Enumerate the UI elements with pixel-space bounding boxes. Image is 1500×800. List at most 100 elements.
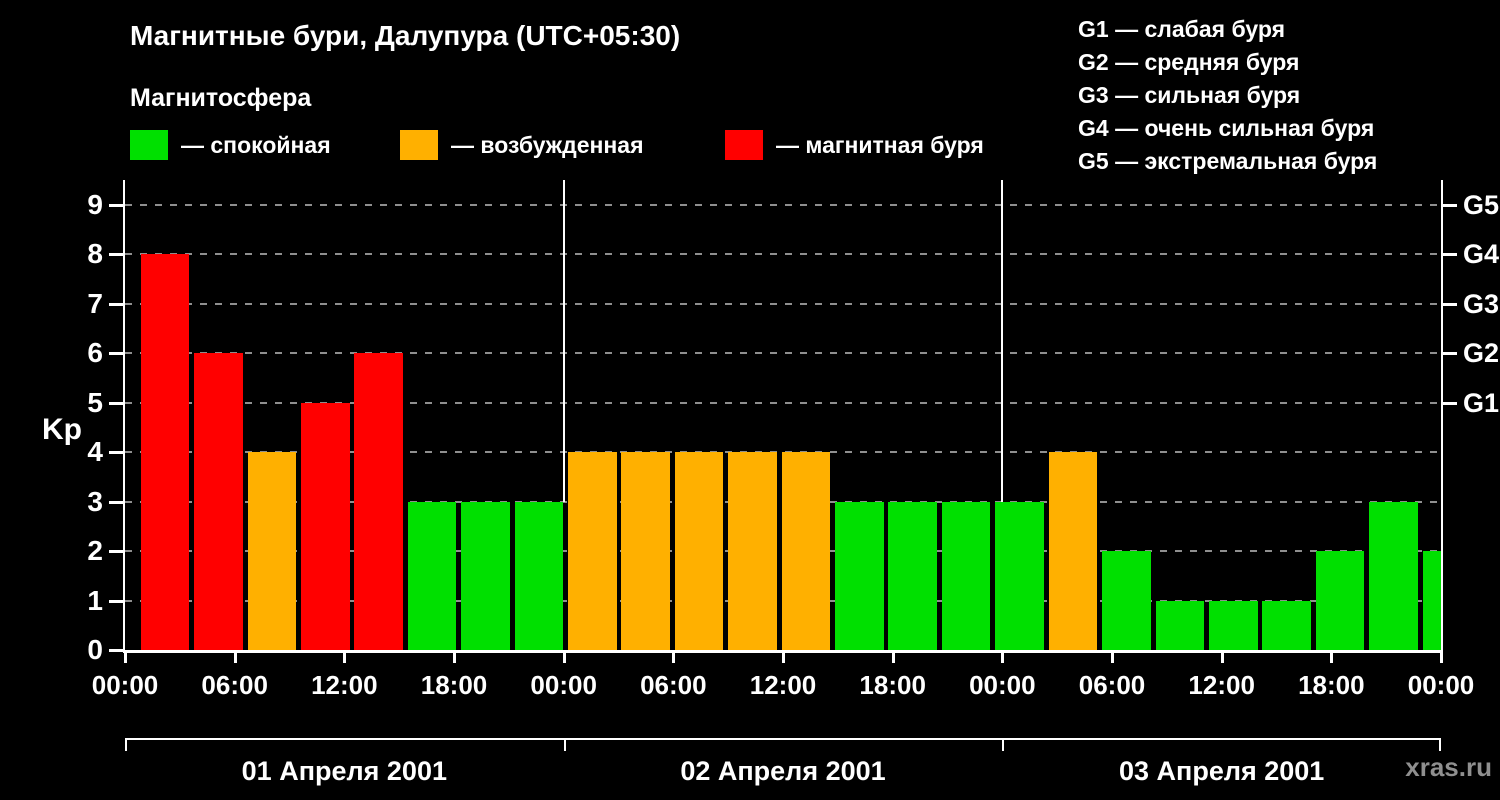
gridline-kp-7: [125, 302, 1441, 305]
kp-bar-22: [1315, 551, 1365, 650]
storm-scale-item-g1: G1 — слабая буря: [1078, 16, 1286, 42]
date-label-1: 02 Апреля 2001: [680, 756, 886, 786]
right-axis-label-G5: G5: [1463, 189, 1500, 220]
storm-color-swatch: [725, 130, 763, 160]
date-label-2: 03 Апреля 2001: [1118, 756, 1325, 786]
day-boundary-line-1: [562, 180, 565, 502]
kp-bar-7: [514, 501, 564, 650]
quiet-color-swatch: [130, 130, 168, 160]
kp-bar-14: [888, 501, 938, 650]
hour-tick-label-5: 06:00: [640, 670, 707, 700]
legend-label-quiet: — спокойная: [181, 131, 331, 158]
hour-tick-5: [672, 650, 676, 663]
hour-tick-label-2: 12:00: [311, 670, 378, 700]
kp-bar-2: [247, 452, 297, 650]
date-axis-tick-0: [125, 738, 127, 751]
kp-bar-10: [674, 452, 724, 650]
hour-tick-label-6: 12:00: [749, 670, 817, 700]
right-axis-label-G2: G2: [1463, 338, 1500, 369]
chart-subtitle: Магнитосфера: [130, 84, 312, 112]
y-axis-tick-3: [109, 500, 123, 504]
hour-tick-1: [233, 650, 237, 663]
hour-tick-4: [562, 650, 566, 663]
hour-tick-label-9: 06:00: [1078, 670, 1146, 700]
hour-tick-0: [124, 650, 127, 663]
date-axis-tick-2: [1002, 738, 1005, 751]
kp-bar-19: [1155, 600, 1205, 650]
hour-tick-label-3: 18:00: [420, 670, 488, 700]
date-axis-tick-3: [1439, 738, 1441, 751]
date-axis: 01 Апреля 2001 02 Апреля 2001 03 Апреля 20…: [125, 738, 1441, 800]
y-axis-tick-label-0: 0: [87, 634, 103, 665]
right-axis-tick-G1: [1443, 401, 1457, 405]
kp-bar-8: [568, 452, 617, 650]
storm-scale-legend: G1 — слабая буря G2 — средняя буря G3 — …: [1078, 13, 1377, 178]
y-axis-tick-7: [109, 302, 123, 306]
hour-tick-2: [343, 650, 347, 663]
plot-area: 0 1 2 3 4 5 6 7 8 9 G1 G2 G3 G4 G5 00:00 06:00 12:00 18:00…: [87, 180, 1499, 700]
gridline-kp-9: [125, 203, 1441, 206]
kp-bar-12: [781, 452, 831, 650]
legend-label-storm: — магнитная буря: [776, 131, 984, 158]
kp-bar-17: [1048, 452, 1098, 650]
legend-item-quiet: — спокойная: [130, 130, 331, 160]
storm-scale-item-g3: G3 — сильная буря: [1078, 82, 1301, 108]
y-axis-tick-9: [109, 203, 123, 207]
hour-tick-label-8: 00:00: [969, 670, 1036, 700]
right-axis-tick-G2: [1443, 352, 1457, 356]
hour-tick-11: [1330, 650, 1334, 663]
hour-tick-7: [891, 650, 895, 663]
right-axis-tick-G5: [1443, 203, 1457, 207]
right-axis-label-G3: G3: [1463, 288, 1500, 319]
right-axis-label-G4: G4: [1463, 239, 1500, 270]
plot-canvas: [125, 180, 1441, 650]
watermark: xras.ru: [1405, 752, 1492, 782]
kp-bar-4: [354, 353, 403, 650]
right-axis-tick-G3: [1443, 302, 1457, 306]
unsettled-color-swatch: [400, 130, 438, 160]
hour-tick-10: [1220, 650, 1224, 663]
y-axis-tick-2: [109, 550, 123, 554]
kp-bar-23: [1369, 501, 1418, 650]
hour-tick-label-12: 00:00: [1407, 670, 1475, 700]
y-axis-tick-label-3: 3: [87, 485, 103, 517]
gridline-kp-6: [125, 352, 1441, 355]
hour-tick-9: [1111, 650, 1114, 663]
hour-tick-label-10: 12:00: [1188, 670, 1255, 700]
kp-bar-20: [1208, 600, 1258, 650]
y-axis-tick-label-8: 8: [87, 238, 103, 270]
legend-label-unsettled: — возбужденная: [451, 131, 644, 158]
legend-item-storm: — магнитная буря: [725, 130, 984, 160]
y-axis-tick-0: [109, 649, 123, 652]
kp-bar-24: [1422, 551, 1441, 650]
hour-tick-label-7: 18:00: [859, 670, 926, 700]
y-axis-tick-5: [109, 401, 123, 405]
y-axis-tick-label-1: 1: [87, 584, 103, 616]
right-axis-label-G1: G1: [1463, 387, 1500, 418]
kp-bar-0: [140, 254, 190, 650]
gridline-kp-5: [125, 401, 1441, 404]
kp-bar-1: [194, 353, 243, 650]
kp-bar-11: [728, 452, 777, 650]
kp-bar-3: [300, 402, 350, 650]
hour-tick-12: [1440, 650, 1443, 663]
y-axis-tick-8: [109, 253, 123, 257]
y-axis-tick-label-2: 2: [87, 535, 103, 567]
kp-bar-9: [621, 452, 671, 650]
kp-bar-16: [995, 501, 1044, 650]
storm-scale-item-g5: G5 — экстремальная буря: [1078, 148, 1378, 174]
kp-bar-13: [835, 501, 884, 650]
hour-tick-label-0: 00:00: [91, 670, 159, 700]
date-axis-line: [125, 738, 1441, 740]
kp-bar-18: [1102, 551, 1151, 650]
hour-tick-label-11: 18:00: [1298, 670, 1365, 700]
date-label-0: 01 Апреля 2001: [241, 756, 447, 786]
y-axis-tick-4: [109, 451, 123, 455]
y-axis-tick-6: [109, 352, 123, 356]
chart-title: Магнитные бури, Далупура (UTC+05:30): [130, 20, 681, 51]
day-boundary-line-2: [1001, 180, 1004, 502]
y-axis-tick-label-6: 6: [87, 337, 103, 369]
hour-tick-label-4: 00:00: [530, 670, 597, 700]
y-axis-title: Kp: [42, 413, 82, 446]
